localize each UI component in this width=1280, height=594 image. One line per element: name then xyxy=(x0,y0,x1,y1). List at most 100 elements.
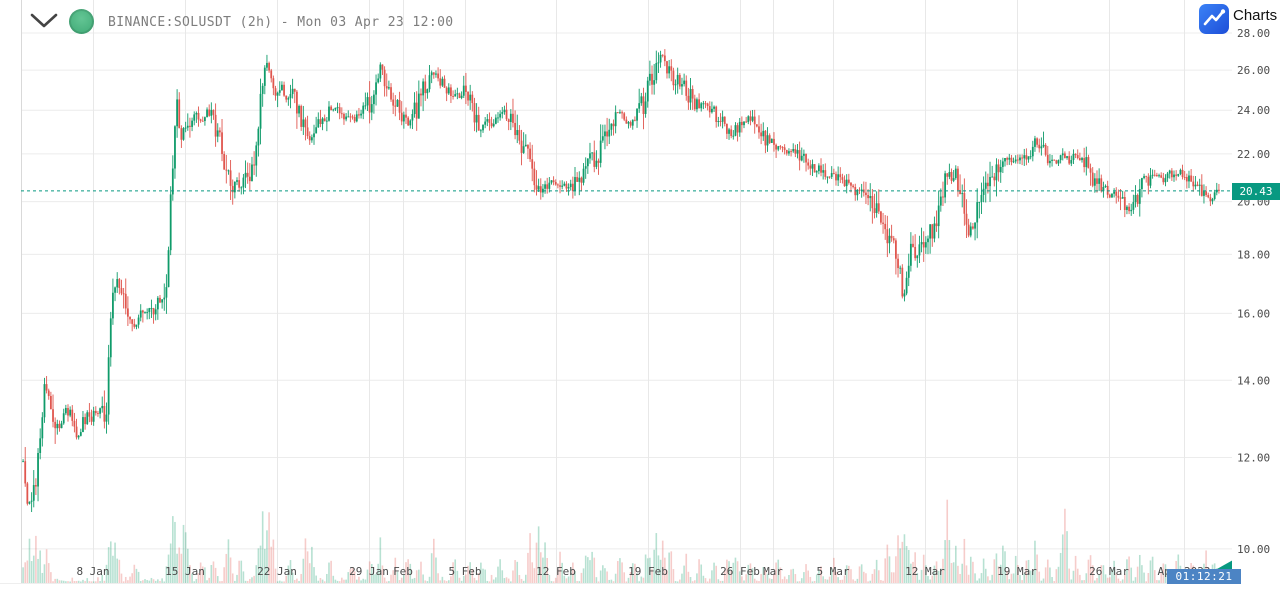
time-axis[interactable] xyxy=(0,583,1232,594)
volume-bar xyxy=(854,580,857,583)
candle-body xyxy=(1029,156,1032,158)
countdown-badge: 01:12:21 xyxy=(1167,569,1241,584)
candle-body xyxy=(82,417,84,433)
candle-body xyxy=(1078,158,1081,161)
volume-bar xyxy=(529,533,531,583)
volume-bar xyxy=(619,558,621,583)
volume-bar xyxy=(441,576,444,583)
volume-bar xyxy=(336,580,339,583)
volume-bar xyxy=(1085,573,1088,583)
volume-bar xyxy=(135,568,138,583)
volume-bar xyxy=(766,573,769,583)
volume-bar xyxy=(311,546,313,583)
volume-bar xyxy=(300,573,302,583)
branding-label[interactable]: Charts p xyxy=(1233,7,1280,24)
volume-bar xyxy=(332,575,335,583)
candle-body xyxy=(148,308,151,313)
candle-body xyxy=(1168,170,1171,174)
candle-body xyxy=(424,81,427,94)
candle-body xyxy=(24,461,27,484)
candle-body xyxy=(178,99,181,129)
candle-body xyxy=(584,166,587,169)
volume-bar xyxy=(614,573,617,583)
candle-body xyxy=(368,97,371,113)
volume-bar xyxy=(1070,579,1073,583)
symbol-title[interactable]: BINANCE:SOLUSDT (2h) - Mon 03 Apr 23 12:… xyxy=(108,15,454,30)
candle-body xyxy=(428,75,431,90)
candle-body xyxy=(961,193,964,195)
volume-bar xyxy=(439,580,442,583)
candle-body xyxy=(195,112,198,115)
candle-body xyxy=(94,410,97,414)
volume-bar xyxy=(595,577,598,583)
candle-body xyxy=(959,190,961,195)
candle-body xyxy=(749,116,752,121)
volume-bar xyxy=(822,576,824,583)
volume-bar xyxy=(133,564,136,583)
candle-body xyxy=(723,116,726,124)
candle-body xyxy=(422,81,425,96)
volume-bar xyxy=(482,568,484,583)
volume-bar xyxy=(347,572,350,583)
volume-bar xyxy=(206,580,208,583)
volume-bar xyxy=(146,580,148,583)
volume-bar xyxy=(597,581,600,583)
candle-body xyxy=(69,409,72,416)
tradingview-logo[interactable] xyxy=(1199,4,1229,34)
volume-bar xyxy=(315,575,317,583)
candle-body xyxy=(490,122,493,127)
candle-body xyxy=(349,116,352,118)
candle-body xyxy=(706,103,709,107)
candle-body xyxy=(514,122,517,136)
collapse-chevron-button[interactable] xyxy=(30,13,60,31)
candle-body xyxy=(867,195,869,199)
candle-body xyxy=(402,114,405,122)
candle-body xyxy=(957,168,959,191)
candle-body xyxy=(1155,174,1158,176)
volume-bar xyxy=(355,579,358,583)
volume-bar xyxy=(997,566,1000,583)
candle-body xyxy=(420,93,422,96)
volume-bar xyxy=(257,548,260,583)
candle-body xyxy=(1177,173,1180,176)
candle-body xyxy=(785,150,788,154)
candle-body xyxy=(325,120,328,122)
candle-body xyxy=(839,174,842,178)
price-axis-panel[interactable] xyxy=(1232,0,1280,594)
candle-body xyxy=(289,94,292,99)
candle-body xyxy=(556,184,559,186)
volume-bar xyxy=(773,574,775,583)
candle-body xyxy=(1004,157,1006,162)
volume-bar xyxy=(935,561,938,583)
candle-body xyxy=(845,179,848,187)
candle-body xyxy=(385,86,388,89)
volume-bar xyxy=(1040,580,1043,583)
candle-body xyxy=(593,152,596,167)
candle-body xyxy=(144,312,146,314)
volume-bar xyxy=(625,581,628,583)
volume-bar xyxy=(37,558,39,583)
volume-bar xyxy=(73,581,76,583)
volume-bar xyxy=(809,576,812,583)
candle-body xyxy=(272,78,275,89)
candle-body xyxy=(206,109,208,118)
volume-bar xyxy=(456,570,459,583)
volume-bar xyxy=(694,580,696,583)
candle-body xyxy=(251,164,253,182)
candle-body xyxy=(223,153,226,170)
candle-body xyxy=(471,94,474,104)
volume-bar xyxy=(631,563,634,583)
time-label: 19 Feb xyxy=(628,565,668,578)
volume-bar xyxy=(811,581,814,583)
candle-body xyxy=(450,87,452,97)
candle-body xyxy=(978,201,981,203)
candle-body xyxy=(60,423,63,429)
volume-bar xyxy=(503,578,506,583)
candle-body xyxy=(77,435,80,438)
candle-body xyxy=(362,105,365,114)
candle-body xyxy=(1019,157,1021,161)
volume-bar xyxy=(552,581,555,583)
candle-body xyxy=(163,297,166,300)
candle-body xyxy=(884,223,887,230)
